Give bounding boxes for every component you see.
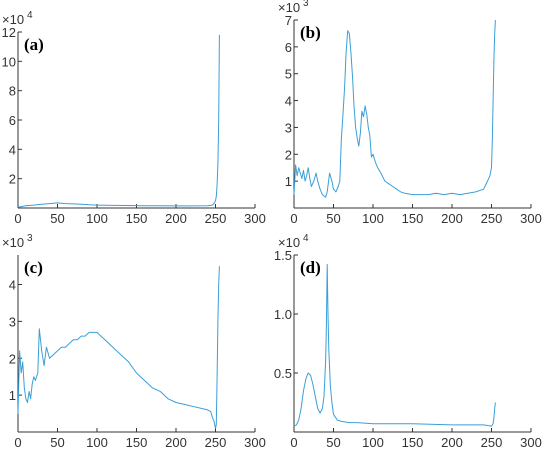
x-tick-label: 0 [14, 211, 21, 226]
y-tick-label: 1.0 [274, 307, 292, 322]
y-tick-label: 4 [9, 142, 16, 157]
histogram-series-line [293, 19, 496, 198]
x-tick-label: 100 [362, 435, 384, 450]
x-tick-label: 100 [86, 211, 108, 226]
x-tick-label: 50 [50, 211, 64, 226]
y-tick-label: 1.5 [274, 248, 292, 263]
x-tick-label: 150 [402, 211, 424, 226]
histogram-series-line [17, 266, 220, 429]
x-tick-label: 50 [50, 435, 64, 450]
y-tick-label: 3 [285, 120, 292, 135]
x-tick-label: 0 [290, 211, 297, 226]
x-tick-label: 250 [205, 211, 227, 226]
y-tick-label: 2 [9, 351, 16, 366]
x-tick-label: 300 [244, 435, 266, 450]
y-tick-label: 4 [285, 94, 292, 109]
y-tick-label: 12 [2, 25, 16, 40]
y-tick-label: 7 [285, 13, 292, 28]
histogram-series-line [17, 34, 220, 208]
y-exponent-base: ×10 [2, 12, 24, 27]
x-tick-label: 200 [165, 435, 187, 450]
x-tick-label: 250 [481, 435, 503, 450]
y-tick-label: 6 [285, 40, 292, 55]
y-exponent-base: ×10 [2, 235, 24, 250]
y-exponent-power: 3 [27, 233, 33, 244]
panel-label: (a) [24, 35, 44, 54]
y-tick-label: 2 [285, 147, 292, 162]
y-exponent-base: ×10 [278, 235, 300, 250]
y-exponent-power: 3 [303, 0, 309, 9]
y-tick-label: 5 [285, 67, 292, 82]
panel-d: 0 50 100 150 200 250 300 0.5 1.0 1.5×10 4 (d) [274, 233, 542, 450]
x-tick-label: 100 [362, 211, 384, 226]
y-tick-label: 6 [9, 113, 16, 128]
y-tick-label: 4 [9, 278, 16, 293]
y-tick-label: 8 [9, 84, 16, 99]
x-tick-label: 150 [126, 435, 148, 450]
y-tick-label: 10 [2, 54, 16, 69]
y-tick-label: 1 [285, 174, 292, 189]
x-tick-label: 0 [14, 435, 21, 450]
x-tick-label: 200 [165, 211, 187, 226]
y-exponent-power: 4 [27, 10, 33, 21]
x-tick-label: 50 [326, 435, 340, 450]
y-exponent-base: ×10 [278, 0, 300, 15]
y-tick-label: 2 [9, 172, 16, 187]
x-tick-label: 300 [520, 211, 542, 226]
panel-label: (c) [24, 258, 43, 277]
y-tick-label: 1 [9, 388, 16, 403]
x-tick-label: 200 [441, 435, 463, 450]
x-tick-label: 250 [481, 211, 503, 226]
x-tick-label: 150 [126, 211, 148, 226]
panel-label: (d) [300, 258, 321, 277]
x-tick-label: 100 [86, 435, 108, 450]
x-tick-label: 250 [205, 435, 227, 450]
x-tick-label: 150 [402, 435, 424, 450]
x-tick-label: 300 [520, 435, 542, 450]
x-tick-label: 300 [244, 211, 266, 226]
x-tick-label: 200 [441, 211, 463, 226]
x-tick-label: 0 [290, 435, 297, 450]
histogram-series-line [293, 263, 496, 427]
y-tick-label: 3 [9, 314, 16, 329]
y-exponent-power: 4 [303, 233, 309, 244]
y-tick-label: 0.5 [274, 366, 292, 381]
panel-label: (b) [300, 23, 321, 42]
x-tick-label: 50 [326, 211, 340, 226]
